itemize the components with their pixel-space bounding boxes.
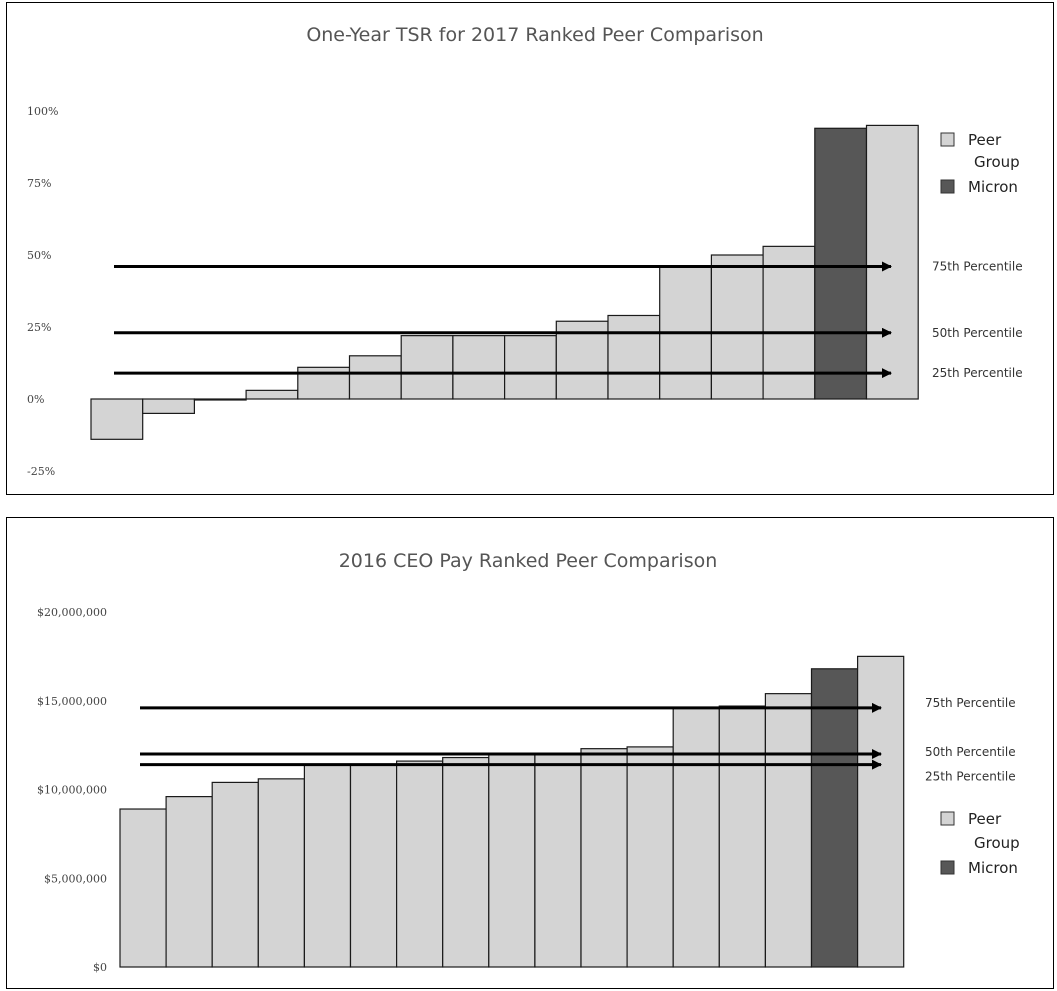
legend-label: Group [974, 834, 1020, 852]
peer-bar [142, 398, 195, 414]
y-tick-label: $10,000,000 [37, 784, 107, 797]
peer-bar [607, 314, 661, 400]
legend: Peer Group Micron [940, 131, 1020, 196]
peer-bar [856, 655, 905, 968]
legend-swatch-micron [940, 179, 955, 194]
ceo-pay-chart-panel: 2016 CEO Pay Ranked Peer Comparison $20,… [6, 517, 1054, 989]
peer-bar [764, 693, 813, 968]
legend-label: Micron [968, 859, 1018, 877]
chart-title: One-Year TSR for 2017 Ranked Peer Compar… [306, 24, 763, 46]
y-tick-label: $15,000,000 [37, 695, 107, 708]
peer-bar [710, 254, 764, 400]
peer-bar [534, 753, 582, 968]
bars [90, 124, 919, 440]
peer-bar [442, 756, 490, 968]
y-tick-label: $5,000,000 [44, 872, 107, 885]
y-tick-label: 50% [27, 249, 51, 262]
peer-bar [718, 705, 766, 968]
peer-bar [349, 764, 398, 968]
y-tick-label: 75% [27, 177, 51, 190]
percentile-label: 25th Percentile [925, 770, 1016, 784]
tsr-chart: One-Year TSR for 2017 Ranked Peer Compar… [27, 24, 1023, 478]
peer-bar [303, 764, 352, 968]
peer-bar [165, 796, 213, 968]
y-tick-label: $0 [93, 961, 107, 974]
peer-bar [452, 335, 506, 400]
legend-swatch-micron [940, 860, 955, 875]
y-axis-ticks: 100% 75% 50% 25% 0% -25% [27, 105, 58, 478]
percentile-label: 75th Percentile [932, 260, 1023, 274]
micron-bar [810, 668, 859, 968]
ceo-pay-chart: 2016 CEO Pay Ranked Peer Comparison $20,… [37, 550, 1020, 974]
peer-bar [672, 707, 720, 968]
legend-label: Peer [968, 810, 1002, 828]
legend-label: Micron [968, 178, 1018, 196]
y-tick-label: 25% [27, 321, 51, 334]
legend-swatch-peer [940, 811, 955, 826]
peer-bar [90, 398, 144, 440]
peer-bar [400, 335, 454, 400]
legend: Peer Group Micron [940, 810, 1020, 877]
peer-bar [488, 753, 536, 968]
peer-bar [504, 335, 557, 400]
peer-bar [193, 398, 247, 401]
peer-bar [348, 355, 402, 400]
percentile-lines: 75th Percentile 50th Percentile 25th Perce… [140, 696, 1016, 784]
peer-bar [626, 746, 674, 968]
legend-label: Peer [968, 131, 1002, 149]
percentile-label: 75th Percentile [925, 696, 1016, 710]
y-tick-label: 100% [27, 105, 58, 118]
percentile-label: 50th Percentile [925, 745, 1016, 759]
legend-label: Group [974, 153, 1020, 171]
peer-bar [211, 781, 259, 968]
percentile-lines: 75th Percentile 50th Percentile 25th Perce… [114, 260, 1023, 380]
y-axis-ticks: $20,000,000 $15,000,000 $10,000,000 $5,000,… [37, 606, 107, 974]
y-tick-label: -25% [27, 465, 55, 478]
peer-bar [396, 760, 444, 968]
percentile-label: 50th Percentile [932, 326, 1023, 340]
legend-swatch-peer [940, 132, 955, 147]
chart-title: 2016 CEO Pay Ranked Peer Comparison [339, 550, 718, 572]
y-tick-label: $20,000,000 [37, 606, 107, 619]
peer-bar [119, 808, 167, 968]
peer-bar [580, 748, 628, 968]
percentile-label: 25th Percentile [932, 366, 1023, 380]
y-tick-label: 0% [27, 393, 44, 406]
peer-bar [865, 124, 919, 400]
bars [119, 655, 905, 968]
peer-bar [257, 778, 306, 968]
peer-bar [245, 389, 299, 400]
micron-bar [814, 127, 868, 400]
tsr-chart-panel: One-Year TSR for 2017 Ranked Peer Compar… [6, 2, 1054, 495]
peer-bar [762, 245, 816, 400]
